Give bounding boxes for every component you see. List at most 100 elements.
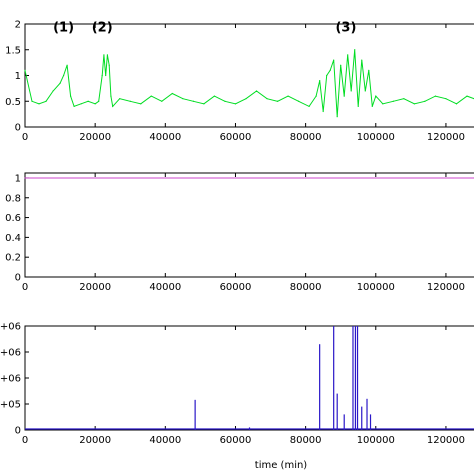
y-tick-label: 0.5 (5, 97, 21, 108)
data-point (110, 95, 112, 97)
x-tick-label: 60000 (220, 132, 252, 143)
data-point (413, 103, 415, 105)
data-point (182, 98, 184, 100)
y-tick-label: 0.6 (5, 213, 21, 224)
data-point (234, 103, 237, 105)
data-point (319, 80, 321, 82)
x-tick-label: 100000 (357, 132, 395, 143)
data-point (403, 98, 405, 100)
data-point (98, 100, 100, 102)
x-tick-label: 0 (22, 282, 28, 293)
data-point (108, 64, 110, 66)
data-point (59, 82, 61, 84)
data-point (326, 74, 328, 77)
data-point (245, 98, 247, 100)
data-point (336, 116, 338, 118)
x-tick-label: 40000 (149, 132, 181, 143)
annotation-label: (2) (92, 21, 113, 36)
x-tick-label: 80000 (290, 435, 322, 446)
data-point (161, 100, 163, 102)
y-tick-label: +06 (0, 348, 21, 359)
x-tick-label: 120000 (427, 282, 465, 293)
data-point (308, 105, 310, 107)
data-point (101, 74, 103, 77)
data-point (455, 103, 458, 105)
data-point (347, 54, 349, 56)
data-point (171, 92, 173, 95)
data-point (24, 69, 26, 71)
data-point (52, 90, 54, 92)
data-point (315, 95, 317, 97)
data-point (434, 95, 437, 97)
data-point (322, 110, 324, 113)
y-tick-label: 1 (15, 71, 21, 82)
data-point (466, 95, 468, 97)
data-point (333, 59, 335, 61)
y-tick-label: +06 (0, 322, 21, 333)
annotation-label: (3) (335, 21, 356, 36)
data-point (129, 100, 131, 102)
y-tick-label: 1.5 (5, 45, 21, 56)
data-point (62, 74, 65, 77)
x-tick-label: 80000 (290, 132, 322, 143)
data-point (364, 90, 366, 92)
x-tick-label: 100000 (357, 435, 395, 446)
data-point (150, 95, 152, 97)
data-point (266, 98, 268, 100)
y-tick-label: 0 (15, 123, 21, 134)
y-tick-label: 0.4 (5, 233, 21, 244)
chart-panel-1: 0 20000 40000 60000 80000 100000 120000 0 0.5 1 1.… (5, 20, 474, 143)
data-point (392, 100, 394, 102)
data-point (424, 100, 426, 102)
data-point (329, 69, 331, 71)
chart-panel-3: 0 20000 40000 60000 80000 100000 120000 0 +05 +06… (0, 322, 474, 446)
data-point (340, 64, 342, 66)
data-point (343, 95, 345, 97)
data-point (255, 90, 258, 92)
data-point (382, 103, 384, 105)
data-point (73, 105, 75, 107)
x-tick-label: 100000 (357, 282, 395, 293)
data-point (375, 95, 377, 97)
data-point (192, 100, 194, 102)
data-point (213, 95, 216, 97)
data-point (31, 100, 33, 102)
data-point (66, 64, 68, 66)
data-point (105, 74, 107, 77)
x-tick-label: 0 (22, 435, 28, 446)
data-point (70, 95, 72, 97)
data-point (24, 177, 26, 179)
y-tick-label: +05 (0, 400, 21, 411)
y-tick-label: 0 (15, 426, 21, 437)
data-point (112, 105, 114, 107)
data-point (354, 49, 356, 51)
data-point (276, 100, 279, 102)
data-point (298, 100, 300, 102)
x-axis-label: time (min) (255, 460, 308, 471)
y-tick-label: 2 (15, 20, 21, 31)
data-point (361, 59, 363, 61)
plot-frame (24, 23, 474, 128)
data-point (445, 98, 447, 100)
x-tick-label: 60000 (220, 282, 252, 293)
data-point (87, 100, 89, 102)
x-tick-label: 40000 (149, 282, 181, 293)
data-point (38, 103, 40, 105)
plot-frame (24, 172, 474, 278)
data-point (45, 100, 47, 102)
x-tick-label: 80000 (290, 282, 322, 293)
y-tick-label: 0.2 (5, 253, 21, 264)
data-point (103, 54, 105, 56)
data-point (119, 98, 121, 100)
data-point (224, 100, 226, 102)
data-point (94, 103, 96, 105)
series-line (24, 49, 474, 117)
y-tick-label: 1 (15, 173, 21, 184)
data-point (371, 105, 373, 107)
x-tick-label: 60000 (220, 435, 252, 446)
data-point (368, 69, 370, 71)
x-tick-label: 20000 (79, 282, 111, 293)
data-point (350, 90, 352, 92)
data-point (140, 103, 142, 105)
